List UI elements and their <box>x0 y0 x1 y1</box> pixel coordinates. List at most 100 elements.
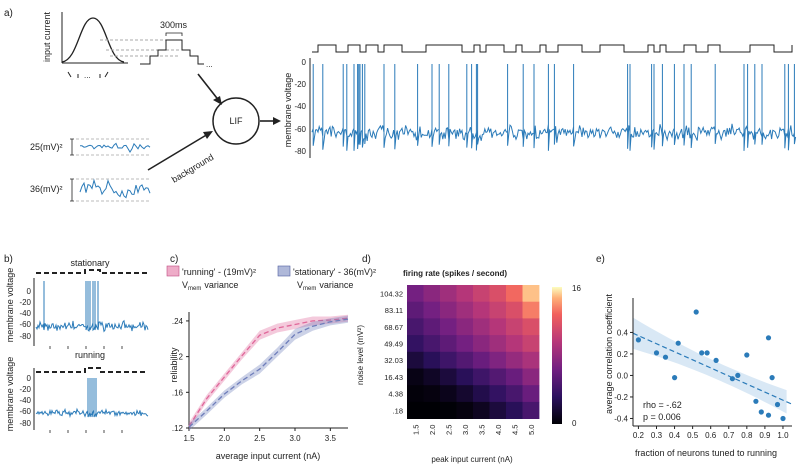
e-data-point <box>672 375 678 381</box>
e-xtick-label: 0.8 <box>741 431 753 440</box>
heatmap-cell <box>407 368 424 386</box>
e-data-point <box>758 409 764 415</box>
e-data-point <box>753 398 759 404</box>
d-xtick-label: 1.5 <box>411 425 420 435</box>
e-data-point <box>662 354 669 360</box>
noise-36-label: 36(mV)² <box>30 184 63 194</box>
e-fit-confidence-band <box>633 317 787 414</box>
running-trace <box>35 378 149 419</box>
c-series-1-line <box>188 318 349 428</box>
stationary-xticks <box>49 346 123 349</box>
d-ytick-label: 104.32 <box>380 289 403 298</box>
c-xtick-label: 3.0 <box>289 434 301 443</box>
heatmap-cell <box>407 385 424 403</box>
c-xlabel: average input current (nA) <box>216 451 321 461</box>
heatmap-cell <box>489 401 507 419</box>
heatmap-cell <box>440 301 457 319</box>
c-xtick-label: 3.5 <box>325 434 337 443</box>
heatmap-cell <box>440 318 457 336</box>
input-tick-marks <box>67 71 109 78</box>
background-label: background <box>170 152 215 185</box>
heatmap-cell <box>456 318 474 336</box>
e-plot-area: 0.4 0.2 0.0 -0.2 -0.4 0.2 0.3 0.4 0.5 0.6 0.7 0.8 0.… <box>614 298 793 440</box>
stationary-ytick: -20 <box>19 298 31 307</box>
d-heatmap: 104.32 83.11 68.67 49.49 32.03 16.43 4.38 .18 1.… <box>380 285 540 435</box>
heatmap-cell <box>522 401 540 419</box>
e-xtick-label: 0.2 <box>633 431 645 440</box>
running-ytick: -20 <box>19 385 31 394</box>
heatmap-cell <box>407 285 424 303</box>
heatmap-cell <box>440 335 457 353</box>
heatmap-cell <box>473 301 490 319</box>
heatmap-cell <box>456 385 474 403</box>
arrowhead-output <box>273 117 281 125</box>
noise-25-label: 25(mV)² <box>30 142 63 152</box>
heatmap-cell <box>456 368 474 386</box>
d-xtick-label: 2.0 <box>428 425 437 435</box>
membrane-voltage-trace <box>311 64 797 151</box>
heatmap-cell <box>473 318 490 336</box>
e-data-point <box>765 412 772 418</box>
c-series-0-line <box>188 317 349 427</box>
p-annotation: p = 0.006 <box>643 412 681 422</box>
d-xtick-label: 4.0 <box>494 425 503 435</box>
trace-ytick: -60 <box>294 125 306 134</box>
colorbar <box>552 287 562 424</box>
legend-swatch-running <box>166 265 180 277</box>
heatmap-cell <box>407 301 424 319</box>
stationary-ytick: 0 <box>27 287 32 296</box>
membrane-voltage-ylabel-b1: membrane voltage <box>5 268 15 343</box>
heatmap-cell <box>522 285 540 303</box>
legend-swatch-stationary <box>277 265 291 277</box>
heatmap-cell <box>506 318 523 336</box>
running-ytick: 0 <box>27 374 32 383</box>
heatmap-cell <box>506 368 523 386</box>
e-xtick-label: 0.9 <box>759 431 771 440</box>
noise-36-range <box>70 178 74 202</box>
stationary-trace <box>35 281 149 333</box>
panel-label-c: c) <box>170 254 178 265</box>
running-xticks <box>49 430 123 433</box>
e-data-point <box>704 350 710 356</box>
vmem-symbol: V <box>297 280 303 290</box>
e-xtick-label: 0.6 <box>705 431 717 440</box>
c-xtick-label: 1.5 <box>183 434 195 443</box>
e-ytick-label: 0.2 <box>617 350 629 359</box>
e-data-point <box>735 372 741 378</box>
heatmap-cell <box>489 368 507 386</box>
stationary-yticks: 0 -20 -40 -60 -80 <box>19 287 31 341</box>
heatmap-cell <box>423 385 441 403</box>
panel-c: 'running' - (19mV)² Vmem variance 'statio… <box>166 265 376 461</box>
heatmap-cell <box>407 318 424 336</box>
heatmap-cell <box>473 335 490 353</box>
e-data-point <box>693 309 699 315</box>
noise-36-bounds <box>76 178 150 202</box>
heatmap-cell <box>522 385 540 403</box>
heatmap-cell <box>473 368 490 386</box>
heatmap-cell <box>440 368 457 386</box>
heatmap-cell <box>506 285 523 303</box>
vmem-symbol: V <box>182 280 188 290</box>
d-ytick-label: 16.43 <box>384 373 403 382</box>
vmem-subscript: mem <box>188 286 201 292</box>
arrowhead-input <box>213 96 222 105</box>
heatmap-cell <box>440 385 457 403</box>
noise-25-range <box>70 138 74 156</box>
d-xlabel: peak input current (nA) <box>431 455 513 464</box>
heatmap-cell <box>506 301 523 319</box>
e-ytick-label: -0.2 <box>614 393 628 402</box>
heatmap-cell <box>423 335 441 353</box>
heatmap-cell <box>522 368 540 386</box>
e-xlabel: fraction of neurons tuned to running <box>635 448 777 458</box>
legend-running-variance: variance <box>204 280 238 290</box>
e-data-point <box>635 337 642 343</box>
step-ellipsis: ... <box>206 60 213 69</box>
e-xtick-label: 0.3 <box>651 431 663 440</box>
c-xtick-label: 2.0 <box>219 434 231 443</box>
heatmap-cell <box>522 301 540 319</box>
heatmap-cell <box>423 285 441 303</box>
input-gaussian-curve <box>61 17 125 63</box>
input-dashed-levels <box>100 39 180 57</box>
e-xtick-label: 1.0 <box>777 431 789 440</box>
d-ytick-label: 49.49 <box>384 340 403 349</box>
